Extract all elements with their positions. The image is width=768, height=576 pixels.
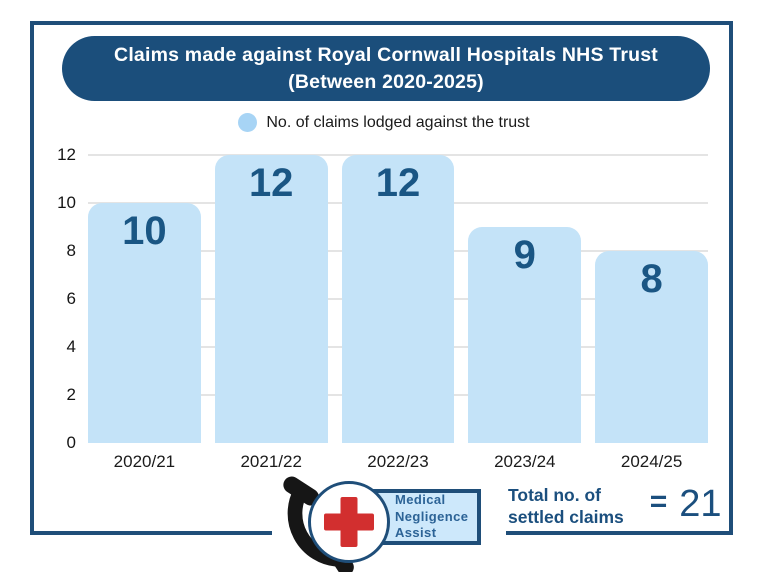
legend-label: No. of claims lodged against the trust bbox=[266, 113, 530, 131]
settled-claims-label-line1: Total no. of bbox=[508, 485, 601, 505]
settled-claims-total: Total no. of settled claims = 21 bbox=[508, 484, 722, 529]
bar-2020/21: 10 bbox=[88, 203, 201, 443]
equals-sign: = bbox=[649, 485, 668, 518]
logo-word-assist: Assist bbox=[395, 525, 437, 541]
bar-value-label: 10 bbox=[122, 209, 167, 253]
bar-2021/22: 12 bbox=[214, 155, 328, 443]
legend-dot-icon bbox=[238, 113, 258, 132]
medical-cross-icon bbox=[324, 513, 374, 531]
bar-2023/24: 9 bbox=[468, 227, 582, 443]
x-axis: 2020/21 2021/22 2022/23 2023/24 2024/25 bbox=[88, 452, 708, 472]
settled-claims-value: 21 bbox=[679, 483, 722, 525]
chart-title-line2: (Between 2020-2025) bbox=[288, 70, 484, 93]
chart-title-banner: Claims made against Royal Cornwall Hospi… bbox=[62, 36, 710, 101]
x-axis-tick-label: 2023/24 bbox=[494, 452, 556, 471]
bar-value-label: 9 bbox=[513, 233, 536, 277]
logo-word-negligence: Negligence bbox=[395, 508, 469, 524]
x-axis-tick-label: 2020/21 bbox=[113, 452, 176, 471]
settled-claims-label-line2: settled claims bbox=[508, 507, 624, 528]
x-axis-tick-label: 2022/23 bbox=[367, 452, 429, 471]
chart-title-line1: Claims made against Royal Cornwall Hospi… bbox=[114, 43, 658, 66]
x-axis-tick-label: 2021/22 bbox=[240, 452, 302, 471]
bar-value-label: 8 bbox=[640, 257, 663, 301]
logo-circle bbox=[308, 481, 390, 563]
bar-value-label: 12 bbox=[375, 161, 421, 205]
settled-claims-label: Total no. of settled claims bbox=[508, 484, 624, 529]
logo-word-medical: Medical bbox=[395, 491, 446, 507]
bar-value-label: 12 bbox=[248, 161, 294, 205]
plot-area: 10 12 12 9 8 bbox=[88, 154, 708, 443]
x-axis-tick-label: 2024/25 bbox=[620, 452, 683, 471]
bar-2024/25: 8 bbox=[595, 251, 708, 443]
bar-2022/23: 12 bbox=[341, 155, 455, 443]
chart-legend: No. of claims lodged against the trust bbox=[0, 113, 768, 132]
bar-series: 10 12 12 9 8 bbox=[88, 155, 708, 443]
medical-negligence-assist-logo: Medical Negligence Assist bbox=[276, 476, 482, 572]
